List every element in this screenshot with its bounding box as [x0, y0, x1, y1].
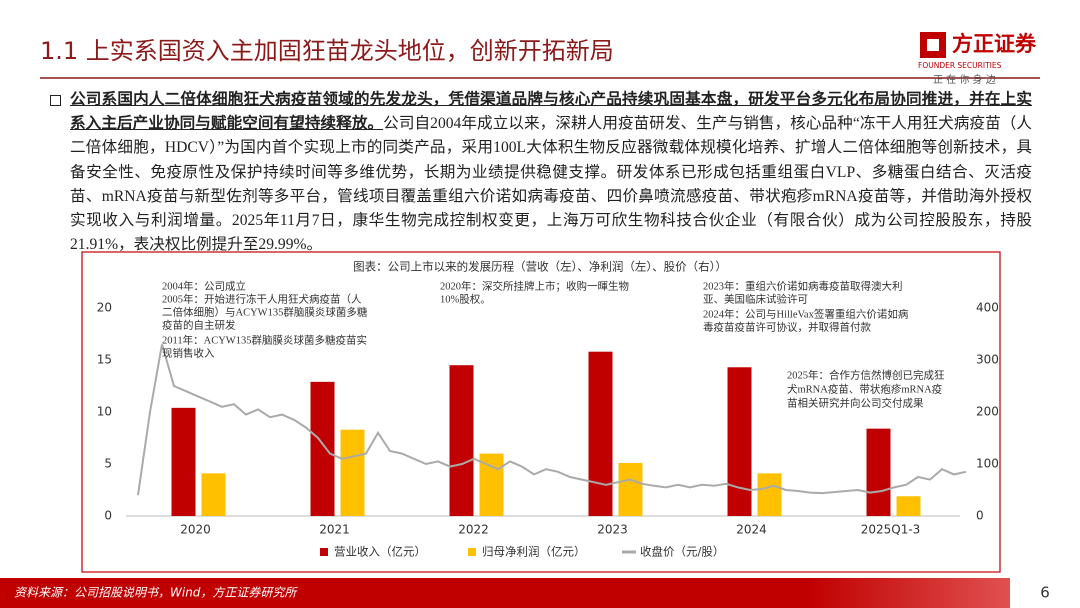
annotation: 现销售收入 [162, 346, 215, 359]
paragraph: 公司系国内人二倍体细胞狂犬病疫苗领域的先发龙头，凭借渠道品牌与核心产品持续巩固基… [70, 88, 1032, 257]
y2-tick-label: 0 [976, 509, 984, 523]
bar [588, 351, 613, 516]
x-tick-label: 2022 [458, 523, 489, 537]
y2-tick-label: 100 [976, 457, 999, 471]
annotation: 2024年：公司与HilleVax签署重组六价诺如病 [703, 307, 909, 320]
annotation: 苗相关研究并向公司交付成果 [787, 396, 924, 409]
annotation: 2020年：深交所挂牌上市；收购一暉生物 [440, 279, 629, 292]
logo-name: 方正证券 [952, 32, 1037, 56]
x-tick-label: 2025Q1-3 [861, 523, 921, 537]
bar [618, 462, 643, 516]
legend-label: 营业收入（亿元） [334, 545, 426, 559]
annotation: 亚、美国临床试验许可 [703, 292, 808, 305]
y2-tick-label: 300 [976, 353, 999, 367]
annotation: 2025年：合作方信然博创已完成狂 [787, 368, 945, 381]
bar [757, 473, 782, 516]
y2-tick-label: 400 [976, 301, 999, 315]
logo-mark-inner [927, 39, 939, 51]
bar [171, 407, 196, 516]
paragraph-lead: 公司系国内人二倍体细胞狂犬病疫苗领域的先发龙头，凭借渠道品牌与核心产品持续巩固基… [70, 91, 1032, 133]
footer-bar [0, 578, 1010, 608]
annotation: 犬mRNA疫苗、带状疱疹mRNA疫 [787, 382, 943, 395]
y-tick-label: 20 [97, 301, 112, 315]
bullet [50, 95, 61, 106]
annotation: 毒疫苗疫苗许可协议，并取得首付款 [703, 320, 871, 333]
annotation: 2005年：开始进行冻干人用狂犬病疫苗（人 [162, 292, 362, 305]
bar [727, 367, 752, 516]
slide-title: 1.1 上实系国资入主加固狂苗龙头地位，创新开拓新局 [40, 37, 614, 65]
x-tick-label: 2023 [597, 523, 628, 537]
bar [201, 473, 226, 516]
x-tick-label: 2020 [180, 523, 211, 537]
legend-swatch [468, 548, 476, 556]
x-tick-label: 2021 [319, 523, 350, 537]
price-line [137, 344, 967, 496]
chart-frame [81, 251, 1001, 573]
annotation: 2004年：公司成立 [162, 279, 246, 292]
annotation: 疫苗的自主研发 [162, 318, 236, 331]
bar [896, 496, 921, 516]
annotation: 二倍体细胞）与ACYW135群脑膜炎球菌多糖 [162, 305, 368, 318]
y-tick-label: 15 [97, 353, 112, 367]
y-tick-label: 10 [97, 405, 112, 419]
chart-title: 图表：公司上市以来的发展历程（营收（左）、净利润（左）、股价（右）） [353, 260, 727, 274]
legend-label: 归母净利润（亿元） [482, 545, 586, 559]
bar [310, 381, 335, 516]
x-tick-label: 2024 [736, 523, 767, 537]
y-tick-label: 5 [104, 457, 112, 471]
footer-source: 资料来源：公司招股说明书，Wind，方正证券研究所 [14, 586, 298, 600]
logo-english: FOUNDER SECURITIES [918, 61, 1002, 70]
annotation: 2011年：ACYW135群脑膜炎球菌多糖疫苗实 [162, 333, 367, 346]
annotation: 10%股权。 [440, 292, 491, 305]
page-number: 6 [1040, 584, 1050, 602]
bar [449, 365, 474, 516]
y-tick-label: 0 [104, 509, 112, 523]
legend-swatch [320, 548, 328, 556]
bar [340, 429, 365, 516]
y2-tick-label: 200 [976, 405, 999, 419]
paragraph-body: 公司自2004年成立以来，深耕人用疫苗研发、生产与销售，核心品种“冻干人用狂犬病… [70, 115, 1033, 254]
logo-slogan: 正 在 你 身 边 [933, 73, 996, 86]
bar [866, 428, 891, 516]
annotation: 2023年：重组六价诺如病毒疫苗取得澳大利 [703, 279, 903, 292]
legend-label: 收盘价（元/股） [640, 545, 724, 559]
